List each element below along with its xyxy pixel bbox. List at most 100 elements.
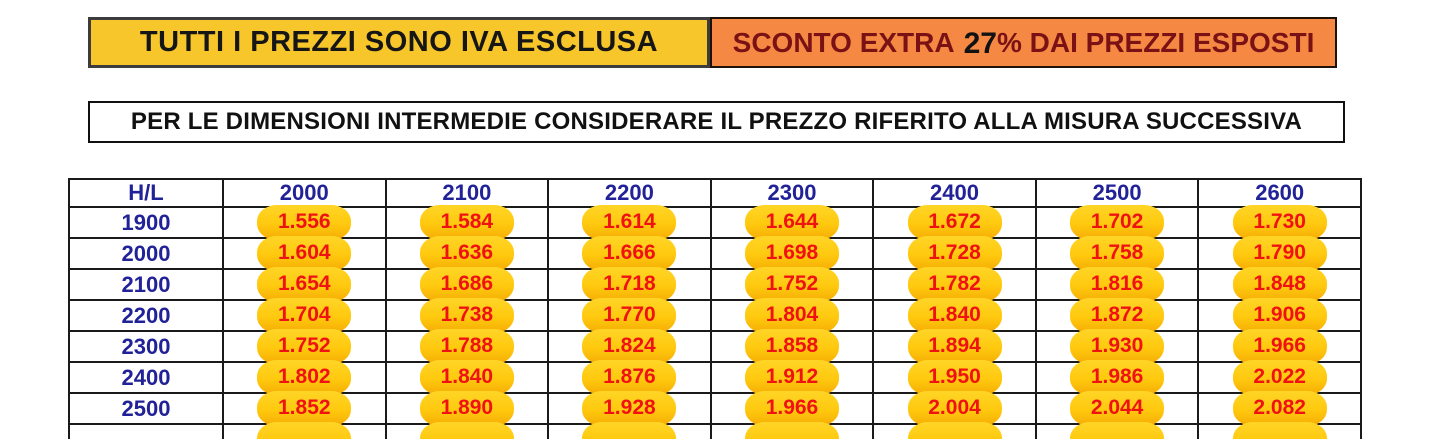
sconto-percent-value: 27 [963,26,997,60]
price-cell [872,422,1037,439]
sconto-prefix-text: SCONTO EXTRA [732,26,955,58]
price-cell: 1.872 [1034,298,1200,333]
note-banner: PER LE DIMENSIONI INTERMEDIE CONSIDERARE… [88,101,1345,143]
price-cell: 2.082 [1197,391,1362,426]
price-cell: 1.556 [222,205,387,240]
price-cell: 1.824 [547,329,712,364]
price-cell: 1.966 [709,391,875,426]
price-cell: 1.758 [1034,236,1200,271]
price-cell [709,422,875,439]
price-cell [222,422,387,439]
price-cell: 1.858 [709,329,875,364]
price-highlight: 1.666 [582,236,677,271]
row-label: 2400 [68,361,224,394]
price-highlight: 1.584 [419,205,514,240]
price-cell [384,422,550,439]
price-highlight: 1.686 [419,267,514,302]
price-cell: 2.004 [872,391,1037,426]
price-highlight: 1.890 [419,391,514,426]
price-cell: 1.890 [384,391,550,426]
price-highlight: 1.672 [907,205,1002,240]
price-cell: 1.790 [1197,236,1362,271]
price-highlight: 1.802 [257,360,352,395]
price-highlight [582,422,677,439]
price-cell: 1.704 [222,298,387,333]
price-cell: 1.950 [872,360,1037,395]
price-cell: 1.752 [709,267,875,302]
price-highlight: 1.758 [1070,236,1165,271]
price-highlight: 1.704 [257,298,352,333]
price-cell: 1.636 [384,236,550,271]
price-highlight [1070,422,1165,439]
price-highlight [419,422,514,439]
price-cell: 1.584 [384,205,550,240]
price-highlight: 1.698 [744,236,839,271]
price-cell: 1.876 [547,360,712,395]
sconto-banner: SCONTO EXTRA 27 % DAI PREZZI ESPOSTI [710,17,1337,68]
price-highlight: 1.752 [257,329,352,364]
price-cell: 1.728 [872,236,1037,271]
price-cell: 1.666 [547,236,712,271]
price-highlight: 1.730 [1232,205,1327,240]
table-row: 2100 1.654 1.686 1.718 1.752 1.782 1.816 1.848 [68,267,1362,302]
price-cell: 1.654 [222,267,387,302]
price-cell: 1.672 [872,205,1037,240]
price-cell: 1.718 [547,267,712,302]
price-cell: 1.966 [1197,329,1362,364]
row-label: 2100 [68,268,224,301]
row-label: 2500 [68,392,224,425]
column-header: 2000 [222,178,387,208]
price-highlight: 1.604 [257,236,352,271]
price-highlight: 1.906 [1232,298,1327,333]
price-cell: 1.788 [384,329,550,364]
price-highlight: 1.790 [1232,236,1327,271]
price-highlight: 1.636 [419,236,514,271]
price-cell: 1.604 [222,236,387,271]
table-row: 2200 1.704 1.738 1.770 1.804 1.840 1.872 1.906 [68,298,1362,333]
price-highlight: 1.738 [419,298,514,333]
price-highlight [907,422,1002,439]
price-cell: 1.930 [1034,329,1200,364]
note-banner-text: PER LE DIMENSIONI INTERMEDIE CONSIDERARE… [130,108,1303,135]
price-highlight: 1.752 [744,267,839,302]
table-row: 1900 1.556 1.584 1.614 1.644 1.672 1.702 1.730 [68,205,1362,240]
price-highlight: 1.728 [907,236,1002,271]
price-highlight: 1.894 [907,329,1002,364]
row-label [68,423,224,439]
row-label: 1900 [68,206,224,239]
price-cell: 1.782 [872,267,1037,302]
table-row-partial [68,422,1362,439]
price-highlight: 1.556 [257,205,352,240]
price-highlight [744,422,839,439]
price-cell [547,422,712,439]
price-highlight: 1.852 [257,391,352,426]
row-label: 2200 [68,299,224,332]
price-cell: 1.848 [1197,267,1362,302]
top-banners: TUTTI I PREZZI SONO IVA ESCLUSA SCONTO E… [88,17,1337,68]
price-cell: 1.852 [222,391,387,426]
price-cell: 1.986 [1034,360,1200,395]
iva-banner-text: TUTTI I PREZZI SONO IVA ESCLUSA [139,26,659,58]
price-cell: 1.702 [1034,205,1200,240]
price-highlight: 2.004 [907,391,1002,426]
price-highlight: 1.966 [744,391,839,426]
price-highlight: 1.770 [582,298,677,333]
price-cell: 1.698 [709,236,875,271]
price-cell: 1.840 [384,360,550,395]
price-highlight: 1.654 [257,267,352,302]
price-cell: 1.770 [547,298,712,333]
price-cell: 1.840 [872,298,1037,333]
price-highlight: 1.644 [744,205,839,240]
column-header: 2200 [547,178,712,208]
price-highlight: 1.840 [907,298,1002,333]
column-header: 2100 [384,178,550,208]
price-highlight: 1.966 [1232,329,1327,364]
price-cell [1197,422,1362,439]
price-highlight: 1.840 [419,360,514,395]
price-highlight: 1.928 [582,391,677,426]
price-cell: 1.614 [547,205,712,240]
row-label: 2000 [68,237,224,270]
column-header: 2400 [872,178,1037,208]
column-header: 2300 [709,178,875,208]
